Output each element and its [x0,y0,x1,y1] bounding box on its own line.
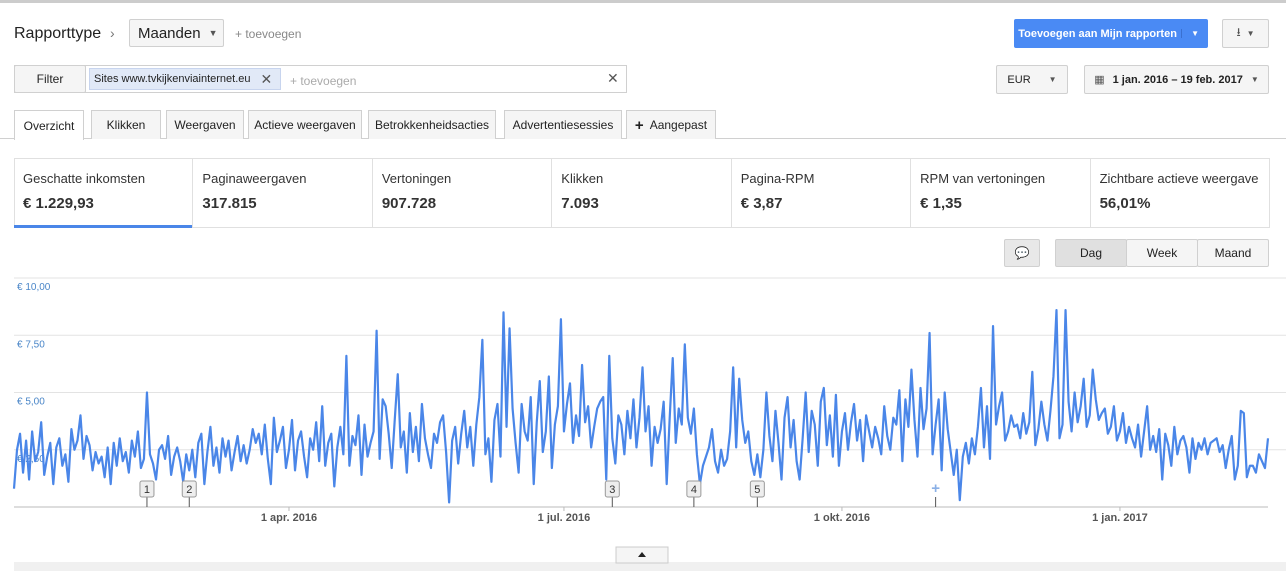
metric-label: Geschatte inkomsten [23,171,146,186]
chip-remove[interactable]: ✕ [260,70,273,87]
add-to-reports-button[interactable]: Toevoegen aan Mijn rapporten ▼ [1014,19,1208,48]
annotations-button[interactable]: 💬 [1004,239,1040,267]
tab-label: Klikken [106,118,146,132]
metric-value: € 1.229,93 [23,195,94,212]
metric-label: RPM van vertoningen [920,171,1046,186]
report-tab[interactable]: + Aangepast [626,110,716,139]
add-filter[interactable]: + toevoegen [290,74,357,88]
metric-card[interactable]: Geschatte inkomsten € 1.229,93 [14,158,194,228]
metric-value: € 1,35 [920,195,962,212]
chevron: › [110,25,115,41]
annotation-label: 1 [144,484,150,496]
metric-card[interactable]: RPM van vertoningen € 1,35 [911,158,1091,228]
report-tab[interactable]: Actieve weergaven [248,110,362,139]
report-tab[interactable]: Betrokkenheidsacties [368,110,496,139]
metric-card[interactable]: Vertoningen 907.728 [373,158,553,228]
metric-card[interactable]: Paginaweergaven 317.815 [193,158,373,228]
report-tab[interactable]: Weergaven [166,110,244,139]
tab-label: Overzicht [23,118,75,133]
date-range-dropdown[interactable]: ▦ 1 jan. 2016 – 19 feb. 2017 ▼ [1084,65,1269,94]
report-tab[interactable]: Klikken [91,110,161,139]
download-button[interactable]: ⭳ ▼ [1222,19,1269,48]
filter-button[interactable]: Filter [14,65,86,93]
period-dropdown[interactable]: Maanden ▼ [129,19,224,47]
annotation-label: 3 [609,484,615,496]
metric-label: Pagina-RPM [740,171,815,186]
annotation-marker [928,481,943,497]
metric-value: € 3,87 [740,195,783,212]
metric-selected-bar [14,225,193,228]
metric-card[interactable]: Pagina-RPM € 3,87 [732,158,912,228]
report-tab[interactable]: Overzicht [14,110,84,140]
date-range-label: 1 jan. 2016 – 19 feb. 2017 [1112,73,1243,86]
metric-label: Paginaweergaven [202,171,307,186]
metric-value: 7.093 [561,195,599,212]
add-dimension[interactable]: + toevoegen [235,27,302,41]
button-label: Toevoegen aan Mijn rapporten [1018,27,1177,40]
tab-label: Actieve weergaven [254,118,356,132]
metrics-panel [14,158,1270,228]
annotation-label: 4 [691,484,697,496]
annotation-marker [181,480,197,498]
filter-chip: Sites www.tvkijkenviainternet.eu ✕ [89,68,281,90]
top-shadow [0,0,1286,3]
clear-filter[interactable]: ✕ [607,70,619,86]
x-tick-label: 1 jul. 2016 [538,512,591,524]
metric-label: Klikken [561,171,604,186]
annotation-label: + [931,480,940,497]
x-tick-label: 1 okt. 2016 [814,512,870,524]
collapse-arrow [638,552,646,557]
metric-label: Zichtbare actieve weergave [1099,171,1259,186]
chart: € 2,50€ 5,00€ 7,50€ 10,001 apr. 2016 1 ju… [12,277,1286,571]
x-tick-label: 1 jan. 2017 [1092,512,1148,524]
currency-label: EUR [1007,73,1031,86]
dropdown-label: Maanden [138,24,201,42]
granularity-button[interactable]: Dag [1055,239,1127,267]
currency-dropdown[interactable]: EUR ▼ [996,65,1068,94]
granularity-button[interactable]: Week [1126,239,1198,267]
x-tick-label: 1 apr. 2016 [261,512,317,524]
tab-label: Aangepast [649,118,708,132]
report-type-title: Rapporttype [14,25,102,42]
chip-label: Sites www.tvkijkenviainternet.eu [94,73,251,85]
annotation-marker [604,480,620,498]
metric-value: 317.815 [202,195,257,212]
metric-card[interactable]: Zichtbare actieve weergave 56,01% [1091,158,1270,228]
series-line [12,308,1270,504]
metric-label: Vertoningen [381,171,452,186]
annotation-marker [749,480,765,498]
y-tick-label: € 7,50 [17,339,45,350]
annotation-marker [139,480,155,498]
granularity-button[interactable]: Maand [1197,239,1269,267]
tab-label: Weergaven [174,118,236,132]
y-tick-label: € 10,00 [17,282,51,293]
metric-value: 907.728 [381,195,437,212]
annotation-marker [686,480,702,498]
tab-label: Betrokkenheidsacties [374,118,490,132]
chart-footer [14,562,1286,571]
annotation-label: 2 [186,484,192,496]
annotation-label: 5 [754,484,760,496]
report-tab[interactable]: Advertentiesessies [504,110,622,139]
metric-card[interactable]: Klikken 7.093 [552,158,732,228]
metric-value: 56,01% [1099,195,1151,212]
y-tick-label: € 5,00 [17,397,45,408]
tab-label: Advertentiesessies [512,118,614,132]
